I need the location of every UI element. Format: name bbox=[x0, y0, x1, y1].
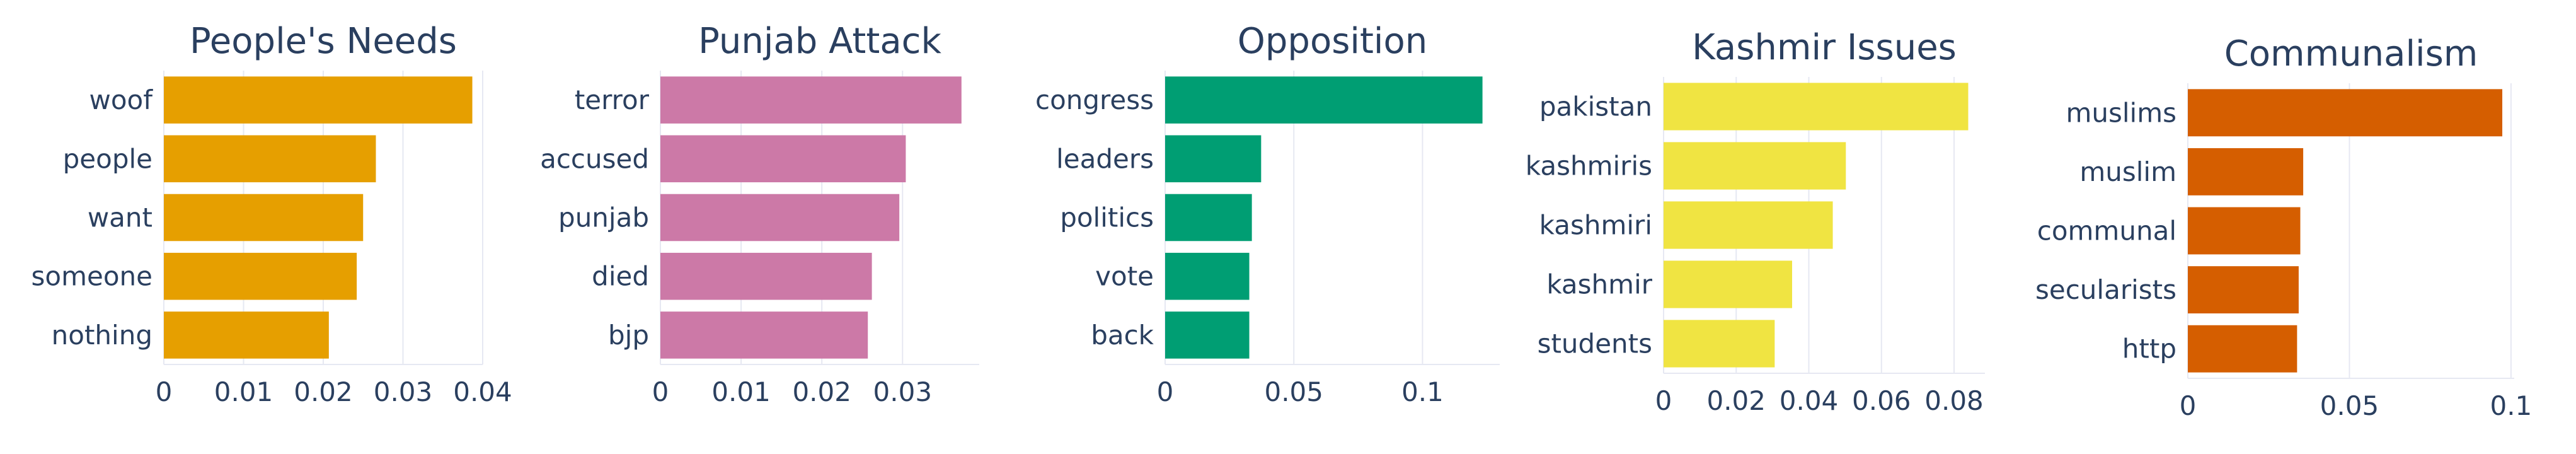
x-tick-label-1-0: 0 bbox=[652, 376, 669, 407]
bar-1-4 bbox=[660, 311, 868, 359]
category-label-3-3: kashmir bbox=[1546, 269, 1652, 300]
category-label-4-1: muslim bbox=[2079, 156, 2176, 187]
bar-4-3 bbox=[2188, 266, 2299, 314]
bar-1-0 bbox=[660, 76, 962, 124]
x-tick-label-3-3: 0.06 bbox=[1852, 385, 1911, 416]
category-label-4-3: secularists bbox=[2035, 274, 2176, 305]
x-tick-label-3-1: 0.02 bbox=[1706, 385, 1766, 416]
x-tick-label-1-3: 0.03 bbox=[873, 376, 933, 407]
bar-4-1 bbox=[2188, 148, 2304, 195]
category-label-1-3: died bbox=[592, 261, 649, 292]
category-label-0-3: someone bbox=[32, 261, 153, 292]
category-label-3-0: pakistan bbox=[1539, 91, 1652, 122]
bar-3-0 bbox=[1664, 83, 1969, 131]
bar-0-4 bbox=[164, 311, 329, 359]
chart-title-2: Opposition bbox=[1238, 21, 1427, 62]
bar-1-3 bbox=[660, 252, 872, 300]
category-label-4-0: muslims bbox=[2066, 97, 2176, 128]
category-label-0-4: nothing bbox=[52, 320, 152, 351]
category-label-0-1: people bbox=[63, 143, 152, 174]
bar-2-4 bbox=[1165, 311, 1250, 359]
category-label-3-1: kashmiris bbox=[1526, 151, 1652, 182]
chart-title-3: Kashmir Issues bbox=[1692, 27, 1957, 68]
category-label-2-3: vote bbox=[1095, 261, 1154, 292]
category-label-2-4: back bbox=[1091, 320, 1154, 351]
bar-0-0 bbox=[164, 76, 473, 124]
bar-3-3 bbox=[1664, 260, 1792, 308]
category-label-1-1: accused bbox=[540, 143, 649, 174]
x-tick-label-3-4: 0.08 bbox=[1924, 385, 1984, 416]
x-tick-label-0-2: 0.02 bbox=[294, 376, 353, 407]
bar-1-1 bbox=[660, 135, 906, 183]
bar-4-4 bbox=[2188, 325, 2297, 373]
bar-4-0 bbox=[2188, 89, 2503, 137]
x-tick-label-1-2: 0.02 bbox=[792, 376, 851, 407]
x-tick-label-4-1: 0.05 bbox=[2320, 390, 2379, 421]
x-tick-label-4-2: 0.1 bbox=[2490, 390, 2532, 421]
category-label-2-1: leaders bbox=[1056, 143, 1154, 174]
bar-3-4 bbox=[1664, 320, 1775, 368]
chart-title-0: People's Needs bbox=[190, 21, 457, 62]
category-label-0-2: want bbox=[88, 202, 152, 233]
category-label-1-2: punjab bbox=[558, 202, 649, 233]
x-tick-label-3-2: 0.04 bbox=[1780, 385, 1839, 416]
bar-4-2 bbox=[2188, 207, 2301, 255]
bar-2-1 bbox=[1165, 135, 1262, 183]
bar-3-1 bbox=[1664, 142, 1846, 190]
category-label-2-0: congress bbox=[1035, 84, 1154, 115]
category-label-1-4: bjp bbox=[608, 320, 649, 351]
x-tick-label-2-2: 0.1 bbox=[1401, 376, 1444, 407]
chart-title-4: Communalism bbox=[2224, 33, 2478, 74]
bar-3-2 bbox=[1664, 201, 1833, 249]
bar-2-3 bbox=[1165, 252, 1250, 300]
bar-2-0 bbox=[1165, 76, 1483, 124]
x-tick-label-0-0: 0 bbox=[156, 376, 173, 407]
category-label-3-4: students bbox=[1538, 329, 1652, 359]
x-tick-label-3-0: 0 bbox=[1655, 385, 1672, 416]
bar-0-1 bbox=[164, 135, 376, 183]
x-tick-label-0-3: 0.03 bbox=[374, 376, 433, 407]
bar-2-2 bbox=[1165, 194, 1252, 242]
x-tick-label-0-1: 0.01 bbox=[214, 376, 273, 407]
category-label-3-2: kashmiri bbox=[1539, 210, 1652, 241]
category-label-2-2: politics bbox=[1060, 202, 1154, 233]
x-tick-label-2-1: 0.05 bbox=[1264, 376, 1323, 407]
category-label-4-4: http bbox=[2122, 334, 2176, 364]
x-tick-label-2-0: 0 bbox=[1157, 376, 1174, 407]
bar-0-2 bbox=[164, 194, 364, 242]
x-tick-label-1-1: 0.01 bbox=[711, 376, 771, 407]
x-tick-label-0-4: 0.04 bbox=[453, 376, 512, 407]
chart-title-1: Punjab Attack bbox=[698, 21, 941, 62]
category-label-0-0: woof bbox=[89, 84, 153, 115]
category-label-4-2: communal bbox=[2037, 216, 2176, 247]
bar-0-3 bbox=[164, 252, 357, 300]
x-tick-label-4-0: 0 bbox=[2180, 390, 2197, 421]
category-label-1-0: terror bbox=[575, 84, 650, 115]
bar-1-2 bbox=[660, 194, 900, 242]
